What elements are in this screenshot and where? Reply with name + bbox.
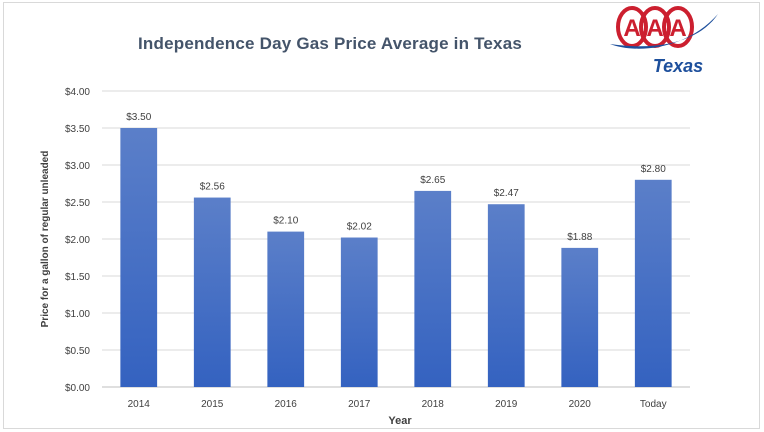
x-tick-label: 2020 [569, 399, 592, 410]
data-label: $2.80 [641, 164, 666, 175]
data-label: $2.10 [273, 216, 298, 227]
bars [120, 128, 672, 387]
svg-text:A: A [669, 15, 686, 42]
data-label: $3.50 [126, 112, 151, 123]
logo-region-text: Texas [653, 56, 703, 76]
y-tick-label: $2.50 [65, 198, 90, 209]
bar [487, 204, 525, 387]
gridlines [102, 90, 690, 388]
y-tick-label: $1.00 [65, 309, 90, 320]
bar [340, 237, 378, 387]
y-tick-label: $0.00 [65, 383, 90, 394]
bar [561, 247, 599, 387]
x-axis-label: Year [388, 415, 412, 427]
x-tick-label: Today [640, 399, 667, 410]
bar [414, 190, 452, 387]
data-label: $2.02 [347, 222, 372, 233]
y-tick-label: $0.50 [65, 346, 90, 357]
aaa-texas-logo: A A A Texas [610, 6, 718, 76]
x-tick-label: 2017 [348, 399, 371, 410]
y-tick-label: $4.00 [65, 87, 90, 98]
x-tick-label: 2015 [201, 399, 224, 410]
x-tick-labels: 2014 2015 2016 2017 2018 2019 2020 Today [128, 399, 667, 410]
data-label: $1.88 [567, 232, 592, 243]
bar [267, 231, 305, 387]
x-tick-label: 2016 [275, 399, 298, 410]
chart-title: Independence Day Gas Price Average in Te… [137, 34, 523, 53]
y-tick-labels: $0.00 $0.50 $1.00 $1.50 $2.00 $2.50 $3.00 $3.50… [65, 87, 90, 394]
x-tick-label: 2019 [495, 399, 518, 410]
data-label: $2.47 [494, 188, 519, 199]
bar [193, 197, 231, 387]
x-tick-label: 2018 [422, 399, 445, 410]
bar [634, 179, 672, 387]
x-tick-label: 2014 [128, 399, 151, 410]
y-axis-label: Price for a gallon of regular unleaded [40, 151, 51, 328]
y-tick-label: $2.00 [65, 235, 90, 246]
svg-text:A: A [646, 15, 663, 42]
data-labels: $3.50 $2.56 $2.10 $2.02 $2.65 $2.47 $1.88 $2.80 [126, 112, 666, 243]
y-tick-label: $1.50 [65, 272, 90, 283]
svg-text:A: A [623, 15, 640, 42]
bar [120, 128, 158, 387]
data-label: $2.56 [200, 182, 225, 193]
data-label: $2.65 [420, 175, 445, 186]
y-tick-label: $3.00 [65, 161, 90, 172]
y-tick-label: $3.50 [65, 124, 90, 135]
